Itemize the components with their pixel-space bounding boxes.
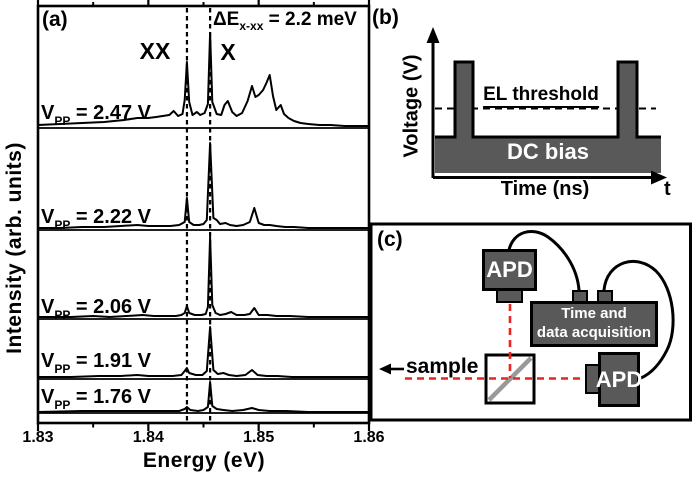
panel-a-label: (a): [42, 8, 68, 31]
vpp-label-5: VPP = 1.76 V: [41, 386, 151, 412]
x-peak-label: X: [220, 39, 236, 65]
apd-top-label: APD: [486, 257, 533, 282]
panel-b-label: (b): [372, 6, 399, 29]
time-axis-arrowhead: [651, 170, 667, 185]
spectrum-curve-3: [37, 236, 370, 318]
x-tick-label-1.85: 1.85: [243, 429, 275, 446]
spectrum-curve-2: [37, 142, 370, 229]
a-x-axis-title: Energy (eV): [142, 449, 266, 472]
vpp-label-2: VPP = 2.22 V: [41, 206, 151, 232]
acquisition-box: Time and data acquisition: [530, 301, 658, 347]
delta-e-annotation: ΔEx-xx = 2.2 meV: [213, 9, 357, 33]
time-axis-end-label: t: [664, 178, 671, 200]
panel-c-label: (c): [377, 228, 403, 251]
b-y-axis-title: Voltage (V): [400, 54, 423, 158]
beam-splitter-diagonal: [487, 356, 533, 402]
vpp-label-4: VPP = 1.91 V: [41, 350, 151, 376]
apd-right-label: APD: [595, 366, 643, 392]
panel-c-frame: [369, 222, 692, 422]
sample-arrow-head: [379, 363, 391, 375]
delta-e-subscript: x-xx: [239, 19, 264, 33]
el-threshold-label: EL threshold: [483, 85, 599, 108]
spectrum-curve-1: [37, 32, 370, 127]
dc-bias-label: DC bias: [507, 139, 589, 164]
apd-right-box: APD: [595, 352, 643, 407]
x-tick-label-1.86: 1.86: [353, 429, 385, 446]
apd-top-box: APD: [482, 249, 537, 291]
spectrum-curve-4: [37, 326, 370, 378]
xx-peak-label: XX: [139, 38, 171, 64]
vpp-label-3: VPP = 2.06 V: [41, 296, 151, 322]
b-x-axis-title: Time (ns): [500, 178, 590, 200]
spectrum-curve-5: [37, 381, 370, 413]
x-tick-label-1.83: 1.83: [22, 429, 54, 446]
apd-right-wire: [602, 260, 675, 380]
pulse-waveform-outline: [435, 60, 661, 139]
voltage-axis-arrowhead: [426, 27, 440, 43]
apd-top-wire: [507, 230, 581, 292]
a-y-axis-title: Intensity (arb. units): [2, 142, 26, 354]
x-tick-label-1.84: 1.84: [132, 429, 164, 446]
vpp-label-1: VPP = 2.47 V: [41, 102, 151, 128]
sample-label: sample: [406, 355, 479, 378]
acquisition-box-line-2: data acquisition: [536, 324, 652, 341]
acquisition-box-line-1: Time and: [561, 305, 627, 323]
pulse-waveform-fill: [435, 61, 661, 173]
